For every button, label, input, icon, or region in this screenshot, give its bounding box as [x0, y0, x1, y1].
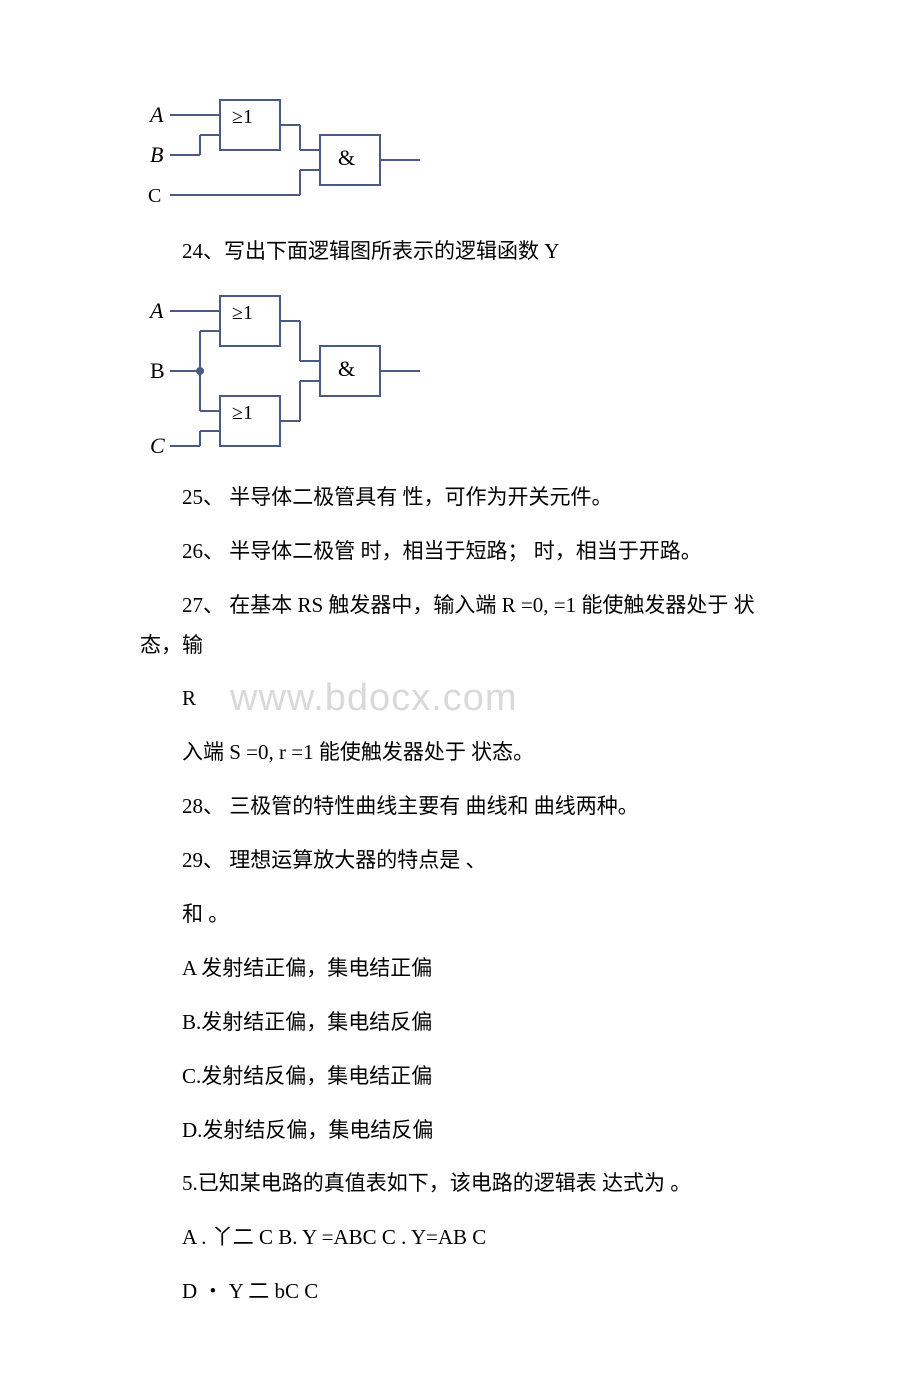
gate-and-label: & — [338, 145, 355, 170]
question-24: 24、写出下面逻辑图所表示的逻辑函数 Y — [140, 232, 780, 272]
diagram-svg-2: A B C ≥1 ≥1 & — [140, 286, 430, 466]
option-a: A 发射结正偏，集电结正偏 — [140, 949, 780, 989]
logic-diagram-1: A B C ≥1 & — [140, 90, 780, 220]
diagram-svg-1: A B C ≥1 & — [140, 90, 430, 220]
gate-and-2: & — [338, 356, 355, 381]
question-27a: 27、 在基本 RS 触发器中，输入端 R =0, =1 能使触发器处于 状态，… — [140, 586, 780, 666]
label-a: A — [148, 102, 164, 127]
option-b: B.发射结正偏，集电结反偏 — [140, 1003, 780, 1043]
gate-or-label: ≥1 — [232, 106, 253, 128]
label-c-2: C — [150, 433, 165, 458]
question-28: 28、 三极管的特性曲线主要有 曲线和 曲线两种。 — [140, 787, 780, 827]
question-29: 29、 理想运算放大器的特点是 、 — [140, 841, 780, 881]
label-b-2: B — [150, 358, 165, 383]
question-5: 5.已知某电路的真值表如下，该电路的逻辑表 达式为 。 — [140, 1164, 780, 1204]
logic-diagram-2: A B C ≥1 ≥1 & — [140, 286, 780, 466]
question-5-opt1: A . 丫二 C B. Y =ABC C . Y=AB C — [140, 1218, 780, 1258]
question-25: 25、 半导体二极管具有 性，可作为开关元件。 — [140, 478, 780, 518]
label-a-2: A — [148, 298, 164, 323]
question-27b: R — [140, 679, 780, 719]
gate-or-lower: ≥1 — [232, 402, 253, 424]
option-c: C.发射结反偏，集电结正偏 — [140, 1057, 780, 1097]
question-26: 26、 半导体二极管 时，相当于短路； 时，相当于开路。 — [140, 532, 780, 572]
question-27c: 入端 S =0, r =1 能使触发器处于 状态。 — [140, 733, 780, 773]
label-b: B — [150, 142, 163, 167]
question-5-opt2: D ・ Y 二 bC C — [140, 1272, 780, 1312]
label-c: C — [148, 185, 161, 207]
gate-or-upper: ≥1 — [232, 302, 253, 324]
option-d: D.发射结反偏，集电结反偏 — [140, 1111, 780, 1151]
question-29b: 和 。 — [140, 895, 780, 935]
